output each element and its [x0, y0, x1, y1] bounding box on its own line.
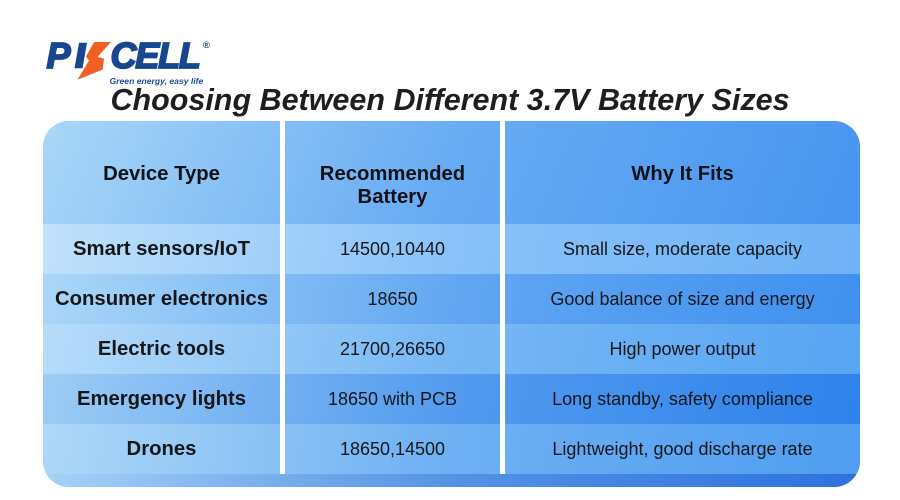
column-separator: [280, 274, 285, 324]
table-row: Electric tools 21700,26650 High power ou…: [43, 324, 860, 374]
logo-lightning-icon: [77, 42, 111, 80]
pkcell-logo-svg: P CELL ® Green energy, easy life: [46, 34, 210, 86]
column-header-recommended-battery: Recommended Battery: [319, 162, 466, 208]
column-separator: [280, 324, 285, 374]
device-type-cell: Smart sensors/IoT: [73, 237, 250, 260]
battery-size-table: Device Type Recommended Battery Why It F…: [43, 121, 860, 487]
column-separator: [500, 324, 505, 374]
column-separator: [500, 374, 505, 424]
why-it-fits-cell: Small size, moderate capacity: [562, 238, 803, 259]
column-separator: [280, 224, 285, 274]
column-separator: [500, 121, 505, 224]
column-separator: [500, 224, 505, 274]
table-row: Smart sensors/IoT 14500,10440 Small size…: [43, 224, 860, 274]
column-separator: [280, 121, 285, 224]
recommended-battery-cell: 18650: [367, 288, 418, 309]
recommended-battery-cell: 21700,26650: [339, 338, 446, 359]
table-row: Consumer electronics 18650 Good balance …: [43, 274, 860, 324]
logo-k-stem: [74, 42, 87, 69]
device-type-cell: Drones: [126, 437, 197, 460]
column-separator: [280, 374, 285, 424]
column-separator: [500, 274, 505, 324]
device-type-cell: Consumer electronics: [54, 287, 269, 310]
logo-registered-mark: ®: [203, 40, 210, 51]
recommended-battery-cell: 18650,14500: [339, 438, 446, 459]
column-separator: [280, 424, 285, 474]
logo-tagline: Green energy, easy life: [110, 76, 204, 86]
pkcell-logo: P CELL ® Green energy, easy life: [44, 34, 216, 90]
why-it-fits-cell: Good balance of size and energy: [550, 288, 815, 309]
device-type-cell: Electric tools: [97, 337, 226, 360]
column-header-why-it-fits: Why It Fits: [631, 162, 734, 185]
why-it-fits-cell: Long standby, safety compliance: [552, 388, 813, 409]
column-header-device-type: Device Type: [103, 162, 220, 185]
recommended-battery-cell: 18650 with PCB: [327, 388, 458, 409]
column-separator: [500, 424, 505, 474]
table-row: Drones 18650,14500 Lightweight, good dis…: [43, 424, 860, 474]
recommended-battery-cell: 14500,10440: [339, 238, 446, 259]
page-title: Choosing Between Different 3.7V Battery …: [110, 83, 790, 117]
why-it-fits-cell: Lightweight, good discharge rate: [552, 438, 813, 459]
logo-letters-cell: CELL: [111, 35, 200, 76]
why-it-fits-cell: High power output: [609, 338, 756, 359]
device-type-cell: Emergency lights: [76, 387, 247, 410]
logo-letter-p: P: [47, 35, 72, 76]
table-header-row: Device Type Recommended Battery Why It F…: [43, 121, 860, 224]
table-footer-strip: [43, 474, 860, 487]
table-row: Emergency lights 18650 with PCB Long sta…: [43, 374, 860, 424]
